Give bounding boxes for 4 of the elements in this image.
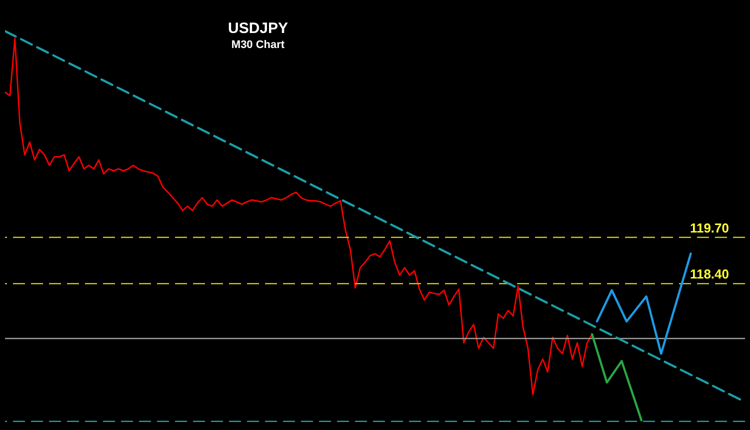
annotation: 118.40	[690, 266, 729, 282]
text: M30 Chart	[231, 39, 285, 51]
annotation: 119.70	[690, 220, 729, 236]
chart-title: USDJPY	[228, 20, 288, 37]
